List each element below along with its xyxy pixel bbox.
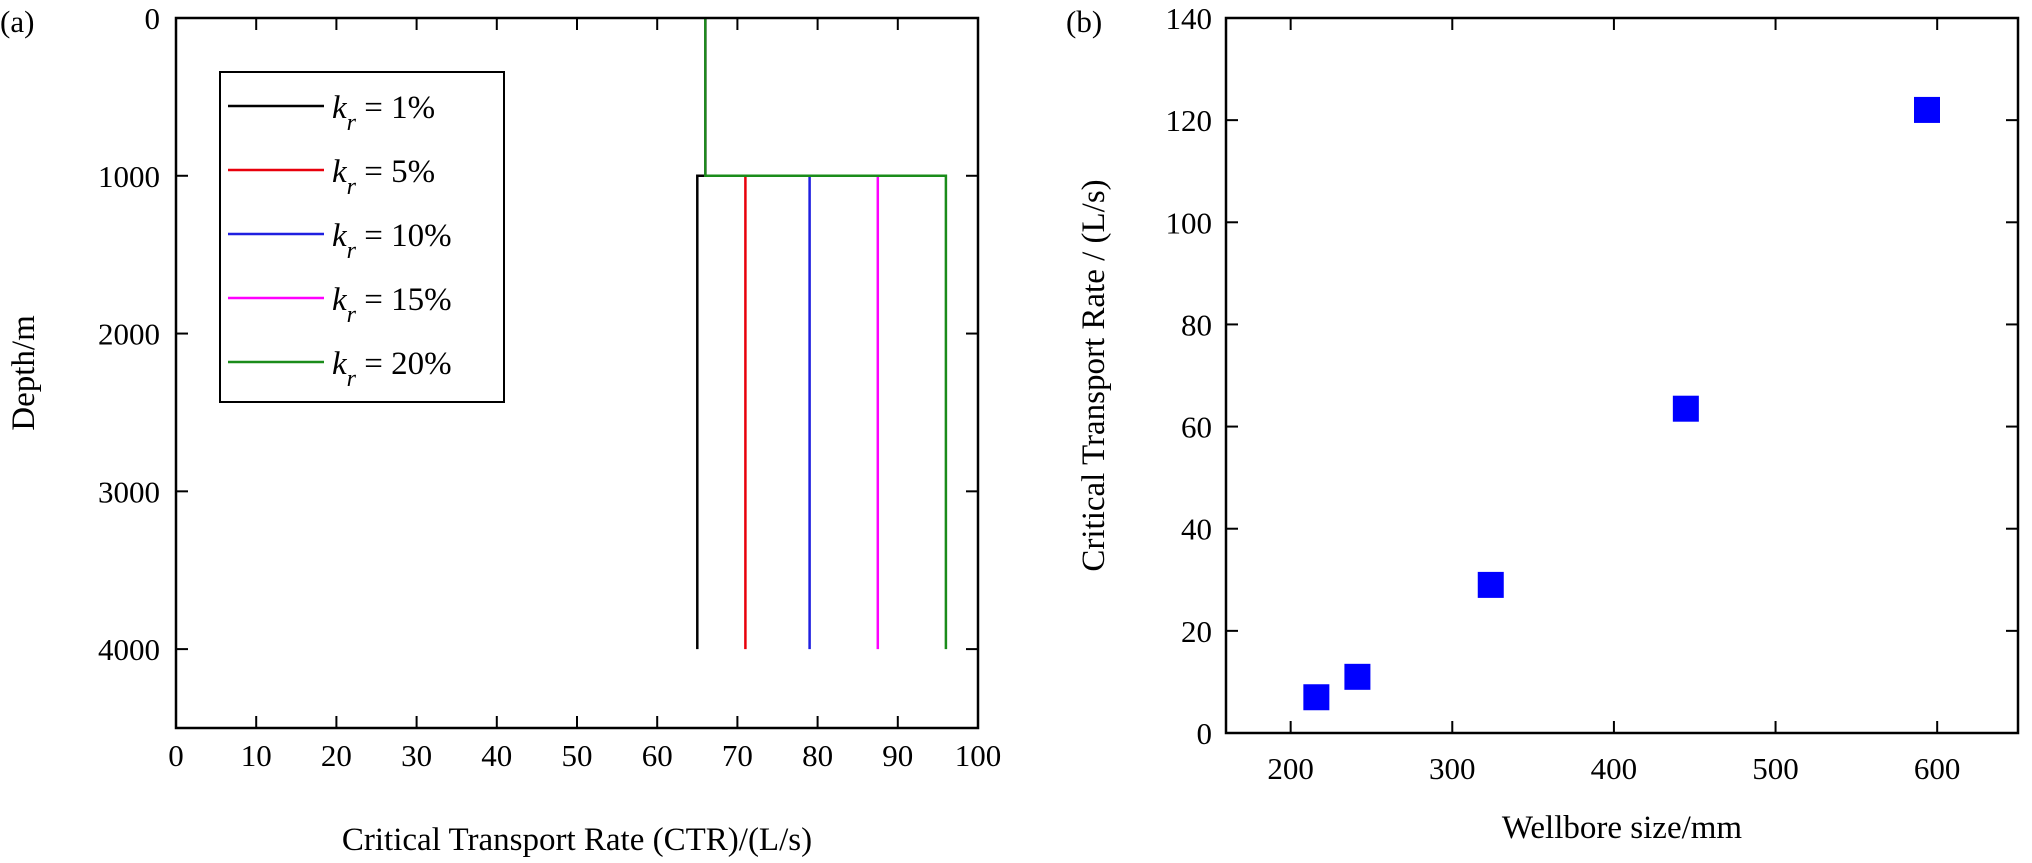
panel-b-label: (b) bbox=[1066, 4, 1102, 39]
x-tick-label: 50 bbox=[562, 738, 593, 773]
legend-box bbox=[219, 71, 505, 403]
plot-frame-a bbox=[174, 16, 980, 730]
x-tick-label: 80 bbox=[802, 738, 833, 773]
x-tick-label: 500 bbox=[1752, 751, 1799, 786]
y-tick-label: 0 bbox=[1197, 716, 1213, 751]
x-tick-label: 90 bbox=[882, 738, 913, 773]
x-tick-label: 40 bbox=[481, 738, 512, 773]
x-tick-label: 300 bbox=[1429, 751, 1476, 786]
x-tick-label: 200 bbox=[1267, 751, 1314, 786]
y-tick-label: 120 bbox=[1166, 103, 1213, 138]
series-line-kr-10pct bbox=[704, 18, 811, 650]
data-point bbox=[1303, 684, 1330, 711]
y-tick-label: 100 bbox=[1166, 205, 1213, 240]
y-tick-label: 4000 bbox=[98, 632, 160, 667]
data-point bbox=[1344, 663, 1371, 690]
panel-a: (a)0 10 20 30 40 50 60 70 80 90 100010002000300040… bbox=[0, 1, 1001, 858]
legend-label: kr = 20% bbox=[332, 346, 452, 392]
data-point bbox=[1914, 96, 1941, 123]
x-tick-label: 600 bbox=[1914, 751, 1961, 786]
x-tick-label: 20 bbox=[321, 738, 352, 773]
y-axis-title-b: Critical Transport Rate / (L/s) bbox=[1076, 179, 1112, 571]
series-line-kr-15pct bbox=[704, 18, 880, 650]
x-tick-label: 30 bbox=[401, 738, 432, 773]
x-tick-label: 400 bbox=[1591, 751, 1638, 786]
x-axis-title-b: Wellbore size/mm bbox=[1502, 810, 1743, 846]
y-tick-label: 1000 bbox=[98, 159, 160, 194]
legend-label: kr = 10% bbox=[332, 218, 452, 264]
panel-b: (b) 200 300 400 500 600 0 20 40 60 80 100 120 140 Well… bbox=[1066, 1, 2020, 846]
series-line-kr-20pct bbox=[704, 18, 948, 650]
x-tick-label: 0 bbox=[168, 738, 184, 773]
legend: kr = 1% kr = 5% kr = 10% kr = 15% kr = 20% bbox=[219, 71, 505, 403]
data-point bbox=[1672, 395, 1699, 422]
data-point bbox=[1477, 571, 1504, 598]
x-tick-label: 100 bbox=[955, 738, 1002, 773]
y-tick-label: 140 bbox=[1166, 1, 1213, 36]
y-tick-label: 60 bbox=[1181, 410, 1212, 445]
y-axis-title-a: Depth/m bbox=[6, 315, 42, 431]
y-tick-label: 0 bbox=[145, 1, 161, 36]
x-axis-title-a: Critical Transport Rate (CTR)/(L/s) bbox=[342, 822, 812, 858]
x-tick-label: 10 bbox=[241, 738, 272, 773]
x-tick-label: 70 bbox=[722, 738, 753, 773]
y-tick-label: 3000 bbox=[98, 474, 160, 509]
legend-label: kr = 15% bbox=[332, 282, 452, 328]
panel-a-label: (a) bbox=[0, 4, 34, 39]
y-tick-label: 20 bbox=[1181, 614, 1212, 649]
legend-label: kr = 5% bbox=[332, 154, 435, 200]
y-tick-label: 80 bbox=[1181, 307, 1212, 342]
plot-frame-b bbox=[1224, 16, 2020, 735]
y-tick-label: 2000 bbox=[98, 317, 160, 352]
y-tick-label: 40 bbox=[1181, 512, 1212, 547]
x-tick-label: 60 bbox=[642, 738, 673, 773]
legend-label: kr = 1% bbox=[332, 90, 435, 136]
series-line-kr-5pct bbox=[704, 18, 747, 650]
